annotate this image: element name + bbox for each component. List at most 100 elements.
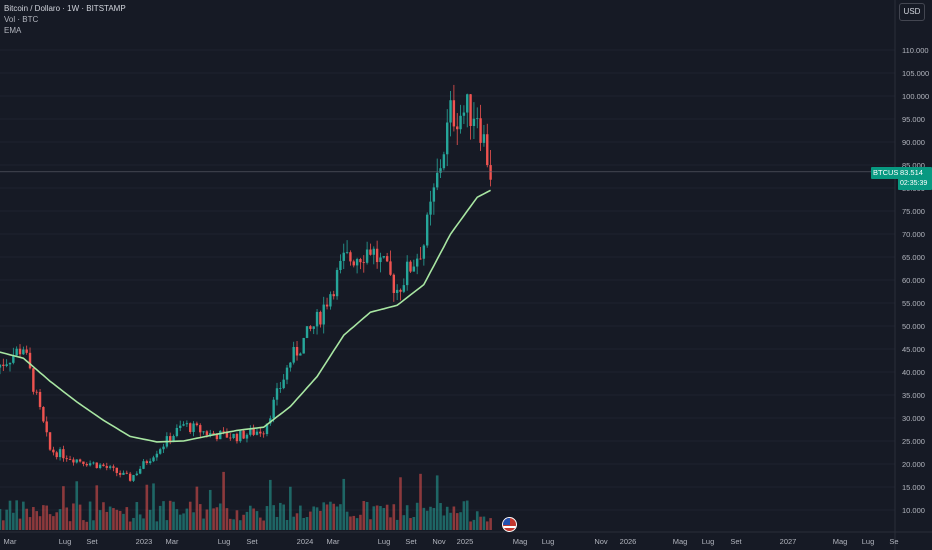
volume-bar (192, 512, 195, 530)
candle-body (199, 425, 202, 433)
candle-body (332, 294, 335, 297)
volume-indicator-label[interactable]: Vol · BTC (4, 15, 39, 24)
candle-body (419, 258, 422, 260)
candle-body (229, 437, 232, 439)
candle-body (315, 311, 319, 327)
volume-bar (285, 519, 289, 530)
candle-body (342, 252, 345, 261)
chart-grid (0, 49, 895, 511)
volume-bars (0, 471, 492, 530)
volume-bar (452, 506, 456, 530)
y-tick-label: 10.000 (902, 506, 925, 515)
x-tick-label: 2025 (457, 537, 474, 546)
volume-bar (319, 510, 322, 530)
volume-bar (12, 512, 15, 530)
volume-bar (98, 510, 102, 530)
volume-bar (405, 505, 409, 530)
symbol-price-tag: BTCUSD (871, 167, 906, 179)
volume-bar (168, 500, 172, 530)
us-flag-event-icon[interactable] (502, 517, 517, 532)
symbol-title[interactable]: Bitcoin / Dollaro · 1W · BITSTAMP (4, 4, 126, 13)
candle-body (122, 472, 125, 475)
volume-bar (479, 516, 482, 530)
volume-bar (105, 511, 109, 530)
volume-bar (259, 517, 262, 530)
y-tick-label: 65.000 (902, 253, 925, 262)
x-tick-label: 2023 (136, 537, 153, 546)
x-tick-label: Mar (327, 537, 340, 546)
candle-body (429, 201, 432, 215)
y-tick-label: 75.000 (902, 207, 925, 216)
volume-bar (15, 500, 18, 530)
x-tick-label: Nov (594, 537, 608, 546)
volume-bar (435, 475, 439, 530)
volume-bar (432, 507, 436, 530)
candle-body (309, 326, 312, 329)
volume-bar (392, 504, 396, 530)
ema-line (0, 189, 491, 443)
volume-bar (325, 504, 329, 530)
volume-bar (185, 508, 189, 530)
price-axis[interactable]: 110.000 105.000 100.000 95.000 90.000 85.0008… (894, 0, 929, 550)
volume-bar (75, 481, 79, 530)
candle-body (325, 304, 329, 307)
candle-body (462, 112, 466, 116)
volume-bar (395, 519, 399, 530)
candle-body (339, 260, 342, 271)
volume-bar (369, 519, 372, 530)
volume-bar (188, 501, 192, 530)
volume-bar (62, 486, 65, 530)
candle-body (275, 388, 279, 400)
volume-bar (48, 514, 52, 530)
candle-body (72, 459, 75, 463)
candle-body (486, 134, 489, 166)
x-tick-label: 2026 (620, 537, 637, 546)
volume-bar (215, 507, 219, 530)
volume-bar (455, 513, 459, 530)
candle-body (335, 270, 339, 297)
ema-indicator-label[interactable]: EMA (4, 26, 22, 35)
candle-body (8, 362, 12, 365)
volume-bar (82, 520, 85, 530)
volume-bar (182, 513, 185, 530)
x-tick-label: Lug (378, 537, 391, 546)
volume-bar (462, 501, 466, 530)
volume-bar (482, 516, 486, 530)
x-tick-label: Mag (833, 537, 848, 546)
candle-body (35, 391, 38, 393)
candle-body (289, 362, 292, 368)
volume-bar (92, 520, 95, 530)
candle-body (138, 468, 142, 474)
x-tick-label: 2027 (780, 537, 797, 546)
candle-body (209, 433, 212, 436)
currency-button[interactable]: USD (899, 3, 925, 21)
time-axis[interactable]: Mar Lug Set 2023 Mar Lug Set 2024 Mar Lug Set Nov 20… (0, 531, 932, 546)
volume-bar (399, 477, 402, 530)
x-tick-label: Set (730, 537, 742, 546)
candle-body (225, 431, 229, 438)
volume-bar (292, 516, 295, 530)
y-tick-label: 50.000 (902, 322, 925, 331)
candle-body (305, 326, 309, 338)
volume-bar (315, 507, 319, 530)
volume-bar (228, 518, 232, 530)
volume-bar (208, 489, 212, 530)
y-tick-label: 45.000 (902, 345, 925, 354)
volume-bar (262, 520, 265, 530)
candle-body (422, 245, 426, 259)
candle-body (235, 433, 239, 442)
volume-bar (85, 521, 89, 530)
candle-body (145, 461, 149, 464)
candle-body (62, 449, 65, 459)
volume-bar (415, 502, 419, 530)
x-tick-label: Mag (673, 537, 688, 546)
volume-bar (282, 504, 285, 530)
volume-bar (459, 512, 462, 530)
candle-body (45, 421, 48, 433)
volume-bar (489, 518, 492, 530)
y-tick-label: 15.000 (902, 483, 925, 492)
candle-body (232, 433, 235, 439)
candle-body (215, 434, 219, 440)
volume-bar (5, 509, 8, 530)
